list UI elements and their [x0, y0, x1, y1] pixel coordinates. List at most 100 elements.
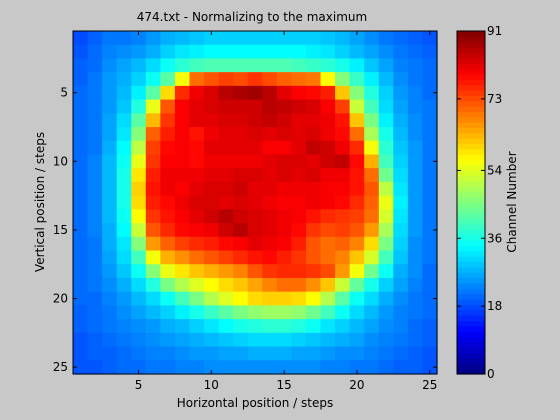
- heatmap-cell: [320, 127, 336, 142]
- heatmap-cell: [160, 277, 176, 293]
- heatmap-cell: [174, 181, 191, 197]
- heatmap-cell: [335, 154, 351, 169]
- heatmap-cell: [131, 58, 147, 73]
- heatmap-cell: [335, 181, 351, 197]
- heatmap-cell: [87, 346, 103, 361]
- colorbar-segment: [457, 89, 485, 96]
- heatmap-cell: [262, 85, 278, 101]
- colorbar-segment: [457, 143, 485, 150]
- heatmap-cell: [87, 127, 103, 142]
- heatmap-cell: [335, 250, 351, 265]
- heatmap-cell: [131, 346, 147, 361]
- heatmap-cell: [262, 223, 278, 238]
- heatmap-cell: [320, 319, 336, 334]
- heatmap-cell: [276, 140, 292, 156]
- heatmap-cell: [233, 236, 249, 252]
- heatmap-cell: [364, 264, 380, 279]
- heatmap-cell: [305, 346, 322, 361]
- heatmap-cell: [291, 140, 307, 156]
- heatmap-cell: [291, 319, 307, 334]
- heatmap-cell: [116, 332, 132, 348]
- heatmap-cell: [422, 332, 438, 348]
- heatmap-cell: [204, 140, 220, 156]
- heatmap-cell: [204, 236, 220, 252]
- heatmap-cell: [218, 305, 234, 320]
- heatmap-cell: [218, 154, 234, 169]
- heatmap-cell: [407, 305, 424, 320]
- heatmap-cell: [145, 85, 161, 101]
- heatmap-cell: [218, 127, 234, 142]
- heatmap-cell: [364, 72, 380, 87]
- heatmap-cell: [393, 168, 409, 183]
- heatmap-cell: [87, 31, 103, 46]
- colorbar-segment: [457, 341, 485, 348]
- heatmap-cell: [116, 85, 132, 101]
- heatmap-cell: [87, 72, 103, 87]
- heatmap-cell: [131, 140, 147, 156]
- colorbar-segment: [457, 223, 485, 230]
- heatmap-cell: [204, 154, 220, 169]
- heatmap-cell: [233, 85, 249, 101]
- heatmap-cell: [174, 31, 191, 46]
- heatmap-cell: [102, 140, 118, 156]
- heatmap-cell: [305, 236, 322, 252]
- heatmap-cell: [116, 305, 132, 320]
- heatmap-cell: [349, 319, 365, 334]
- heatmap-cell: [102, 291, 118, 306]
- heatmap-cell: [204, 181, 220, 197]
- heatmap-cell: [349, 72, 365, 87]
- heatmap-cell: [349, 113, 365, 128]
- heatmap-cell: [116, 264, 132, 279]
- colorbar-segment: [457, 315, 485, 322]
- heatmap-cell: [320, 181, 336, 197]
- heatmap-cell: [160, 319, 176, 334]
- heatmap-cell: [378, 72, 394, 87]
- heatmap-cell: [247, 181, 263, 197]
- heatmap-cell: [422, 195, 438, 210]
- heatmap-cell: [189, 127, 205, 142]
- heatmap-cell: [349, 154, 365, 169]
- heatmap-cell: [262, 72, 278, 87]
- heatmap-cell: [73, 44, 89, 60]
- heatmap-cell: [174, 332, 191, 348]
- heatmap-cell: [131, 113, 147, 128]
- heatmap-cell: [407, 127, 424, 142]
- x-tick-label: 20: [349, 378, 364, 392]
- heatmap-cell: [305, 209, 322, 224]
- heatmap-cell: [262, 181, 278, 197]
- heatmap-cell: [204, 346, 220, 361]
- heatmap-cell: [320, 346, 336, 361]
- colorbar-segment: [457, 288, 485, 295]
- heatmap-cell: [131, 319, 147, 334]
- heatmap-cell: [335, 195, 351, 210]
- heatmap-cell: [87, 113, 103, 128]
- heatmap-cell: [364, 31, 380, 46]
- heatmap-cell: [160, 209, 176, 224]
- heatmap-cell: [276, 250, 292, 265]
- heatmap-cell: [276, 58, 292, 73]
- heatmap-cell: [276, 31, 292, 46]
- y-tick-label: 20: [53, 292, 68, 306]
- colorbar-tick-label: 0: [487, 367, 495, 381]
- heatmap-cell: [102, 332, 118, 348]
- heatmap-cell: [73, 277, 89, 293]
- heatmap-cell: [145, 346, 161, 361]
- heatmap-cell: [320, 332, 336, 348]
- colorbar-segment: [457, 218, 485, 225]
- heatmap-cell: [87, 85, 103, 101]
- colorbar-segment: [457, 304, 485, 311]
- heatmap-cell: [145, 209, 161, 224]
- heatmap-cell: [160, 332, 176, 348]
- heatmap-cell: [247, 305, 263, 320]
- heatmap-cell: [87, 195, 103, 210]
- heatmap-cell: [349, 305, 365, 320]
- heatmap-cell: [378, 346, 394, 361]
- heatmap-cell: [102, 168, 118, 183]
- heatmap-cell: [276, 209, 292, 224]
- heatmap-cell: [189, 264, 205, 279]
- heatmap-cell: [247, 85, 263, 101]
- heatmap-cell: [422, 236, 438, 252]
- heatmap-cell: [131, 72, 147, 87]
- heatmap-cell: [320, 195, 336, 210]
